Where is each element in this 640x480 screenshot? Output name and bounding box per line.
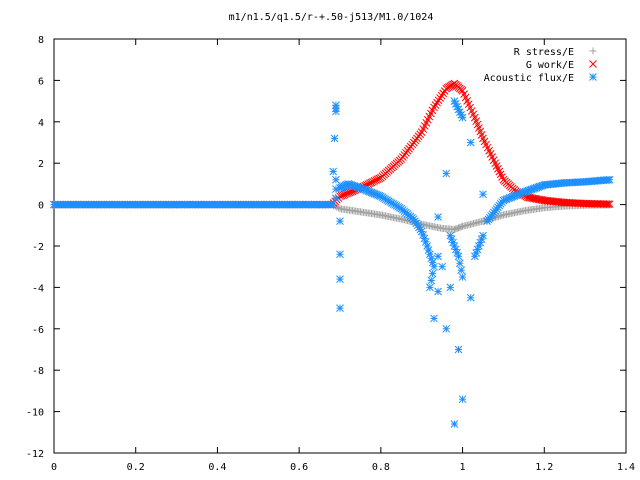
- legend-label-r-stress: R stress/E: [514, 47, 574, 58]
- data-point-g-work: [439, 89, 448, 98]
- data-point-acoustic-flux: [424, 246, 433, 254]
- legend-label-g-work: G work/E: [526, 60, 574, 71]
- data-point-acoustic-flux: [458, 273, 467, 281]
- plot-frame: [53, 38, 627, 454]
- x-tick-label: 0.2: [127, 462, 145, 473]
- data-point-g-work: [434, 96, 443, 105]
- x-tick-label: 0.6: [290, 462, 308, 473]
- data-point-g-work: [602, 200, 611, 208]
- legend: R stress/E G work/E Acoustic flux/E: [484, 47, 597, 84]
- legend-label-acoustic-flux: Acoustic flux/E: [484, 73, 574, 84]
- data-marks: [50, 79, 614, 428]
- data-point-acoustic-flux: [427, 276, 436, 285]
- data-point-acoustic-flux: [430, 314, 438, 323]
- series-acoustic-flux: [50, 97, 614, 428]
- data-point-acoustic-flux: [329, 167, 338, 176]
- y-tick-label: 8: [38, 35, 44, 46]
- data-point-acoustic-flux: [442, 169, 451, 178]
- data-point-acoustic-flux: [426, 283, 434, 292]
- data-point-r-stress: [457, 223, 465, 231]
- data-point-acoustic-flux: [458, 395, 467, 404]
- data-point-acoustic-flux: [457, 266, 466, 275]
- y-tick-label: -6: [32, 325, 44, 336]
- data-point-acoustic-flux: [336, 250, 344, 259]
- y-tick-label: -4: [32, 283, 44, 294]
- chart-title: m1/n1.5/q1.5/r-+.50-j513/M1.0/1024: [229, 12, 434, 23]
- data-point-acoustic-flux: [458, 113, 467, 122]
- data-point-r-stress: [334, 204, 342, 212]
- y-axis: 8 6 4 2 0 -2 -4 -6 -8 -10 -12: [26, 35, 626, 460]
- data-point-acoustic-flux: [336, 217, 344, 226]
- data-point-acoustic-flux: [450, 420, 459, 428]
- data-point-g-work: [437, 91, 446, 100]
- data-point-acoustic-flux: [434, 252, 442, 261]
- data-point-acoustic-flux: [330, 134, 339, 143]
- data-point-g-work: [431, 101, 440, 109]
- data-point-g-work: [430, 103, 438, 112]
- y-tick-label: 4: [38, 118, 44, 129]
- legend-marker-acoustic-flux: [589, 73, 597, 81]
- data-point-acoustic-flux: [479, 190, 487, 199]
- data-point-acoustic-flux: [332, 194, 340, 203]
- data-point-acoustic-flux: [421, 238, 430, 246]
- data-point-acoustic-flux: [466, 293, 475, 302]
- y-tick-label: 2: [38, 159, 44, 170]
- data-point-acoustic-flux: [434, 213, 442, 221]
- data-point-acoustic-flux: [332, 175, 340, 184]
- data-point-acoustic-flux: [427, 254, 436, 263]
- data-point-acoustic-flux: [430, 262, 438, 271]
- x-tick-label: 0.8: [372, 462, 390, 473]
- data-point-acoustic-flux: [428, 269, 437, 278]
- y-tick-label: -2: [32, 242, 44, 253]
- y-tick-label: -12: [26, 449, 44, 460]
- data-point-acoustic-flux: [479, 231, 487, 240]
- data-point-acoustic-flux: [336, 304, 344, 312]
- x-tick-label: 0: [51, 462, 57, 473]
- data-point-acoustic-flux: [336, 275, 344, 283]
- x-axis: 0 0.2 0.4 0.6 0.8 1 1.2 1.4: [51, 39, 635, 473]
- plot-border: [53, 38, 627, 454]
- y-tick-label: 6: [38, 76, 44, 87]
- data-point-acoustic-flux: [327, 200, 336, 209]
- data-point-acoustic-flux: [438, 262, 446, 271]
- x-tick-label: 0.4: [208, 462, 226, 473]
- data-point-acoustic-flux: [434, 287, 442, 296]
- data-point-acoustic-flux: [455, 259, 464, 268]
- x-tick-label: 1.2: [535, 462, 553, 473]
- x-tick-label: 1: [460, 462, 466, 473]
- data-point-g-work: [604, 200, 612, 209]
- data-point-acoustic-flux: [446, 283, 455, 292]
- data-point-acoustic-flux: [605, 175, 614, 184]
- data-point-acoustic-flux: [332, 107, 340, 116]
- y-tick-label: 0: [38, 201, 44, 212]
- data-point-acoustic-flux: [446, 231, 455, 240]
- x-tick-label: 1.4: [617, 462, 635, 473]
- data-point-acoustic-flux: [466, 138, 475, 147]
- y-tick-label: -8: [32, 366, 44, 377]
- data-point-g-work: [436, 94, 444, 102]
- data-point-g-work: [433, 98, 441, 107]
- data-point-acoustic-flux: [442, 324, 451, 333]
- legend-marker-r-stress: [589, 47, 597, 55]
- data-point-acoustic-flux: [417, 227, 426, 236]
- y-tick-label: -10: [26, 408, 44, 419]
- data-point-g-work: [605, 200, 614, 209]
- legend-marker-g-work: [589, 60, 597, 68]
- data-point-acoustic-flux: [454, 345, 463, 354]
